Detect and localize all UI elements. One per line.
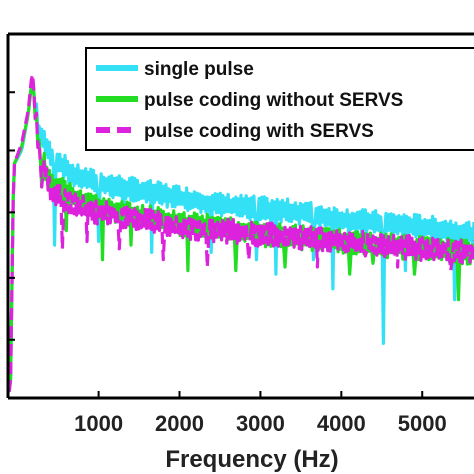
plot-area [6, 32, 474, 400]
legend-box [85, 47, 474, 151]
x-tick-label: 5000 [398, 411, 447, 436]
x-axis-ticks [97, 391, 424, 398]
series-line-coding-without [8, 79, 474, 393]
legend-label-pulse-coding-with-servs: pulse coding with SERVS [144, 121, 374, 142]
x-tick-label: 3000 [236, 411, 285, 436]
y-axis-ticks [8, 91, 15, 341]
series-line-single-pulse [8, 78, 474, 393]
x-tick-label: 1000 [74, 411, 123, 436]
x-axis-tick-labels: 1000 2000 3000 4000 5000 [74, 411, 447, 436]
legend-label-pulse-coding-without-servs: pulse coding without SERVS [144, 90, 403, 111]
x-axis-label: Frequency (Hz) [165, 446, 338, 473]
legend-label-single-pulse: single pulse [144, 59, 254, 80]
legend: single pulse pulse coding without SERVS … [85, 47, 474, 151]
x-tick-label: 2000 [155, 411, 204, 436]
x-tick-label: 4000 [317, 411, 366, 436]
